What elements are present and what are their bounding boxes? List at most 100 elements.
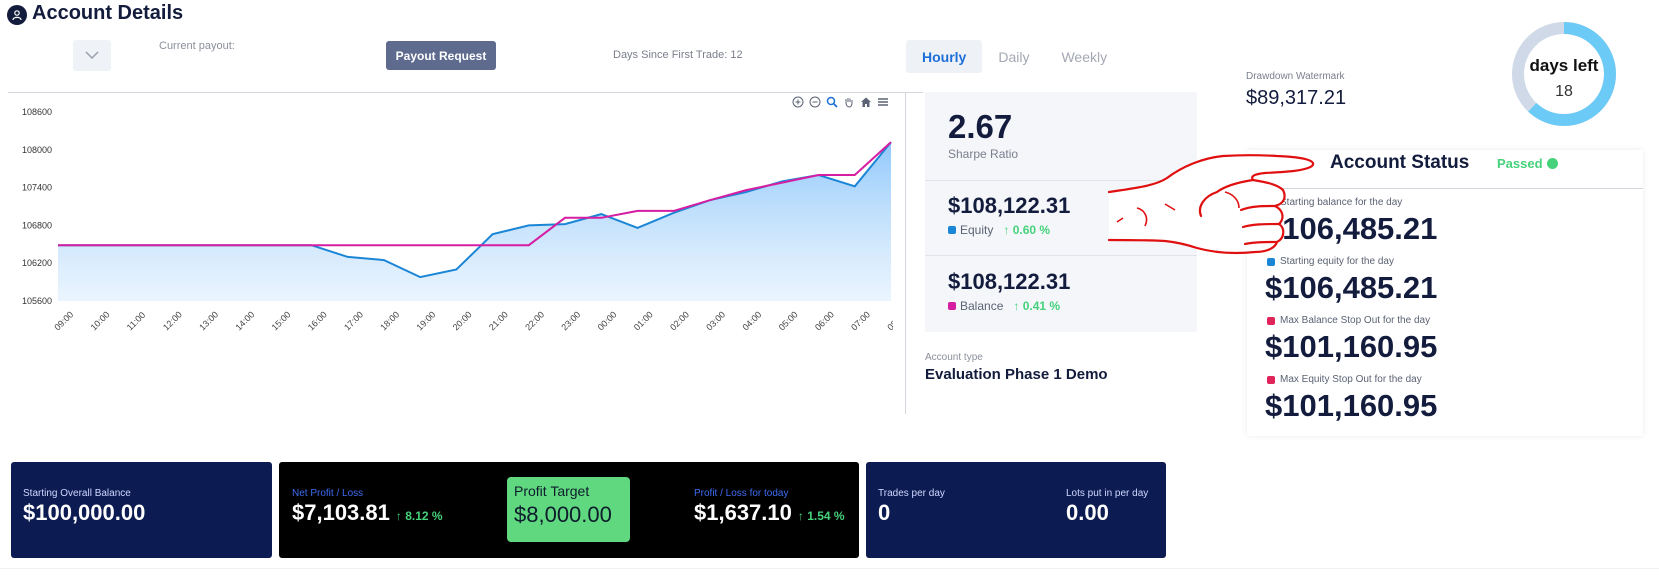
- x-tick-label: 23:00: [559, 309, 582, 332]
- pan-hand-icon[interactable]: [842, 95, 856, 109]
- stats-divider: [925, 180, 1197, 181]
- balance-pct: ↑ 0.41 %: [1013, 299, 1061, 313]
- days-left-donut: [1512, 22, 1616, 126]
- x-tick-label: 08:00: [885, 309, 893, 332]
- x-tick-label: 21:00: [487, 309, 510, 332]
- x-tick-label: 13:00: [197, 309, 220, 332]
- account-type-value: Evaluation Phase 1 Demo: [925, 366, 1108, 383]
- equity-value: $108,122.31: [948, 193, 1071, 218]
- profit-loss-today-pct: ↑ 1.54 %: [797, 509, 845, 523]
- y-tick-label: 106200: [22, 258, 52, 268]
- days-left-value: 18: [1555, 83, 1573, 100]
- net-profit-loss-label: Net Profit / Loss: [292, 488, 364, 499]
- balance-line: [58, 141, 892, 247]
- current-payout-label: Current payout:: [159, 40, 235, 52]
- x-tick-label: 12:00: [161, 309, 184, 332]
- max-balance-stop-out-dot: [1267, 316, 1275, 325]
- equity-label: Equity: [960, 223, 994, 237]
- zoom-out-icon[interactable]: [808, 95, 822, 109]
- trading-activity-card: Trades per day 0 Lots put in per day 0.0…: [866, 462, 1166, 558]
- chart-toolbar: [791, 95, 890, 109]
- tab-hourly[interactable]: Hourly: [906, 40, 983, 73]
- status-badge: Passed: [1497, 156, 1558, 171]
- y-tick-label: 108000: [22, 145, 52, 155]
- profit-target-value: $8,000.00: [514, 502, 612, 527]
- starting-overall-balance-value: $100,000.00: [23, 500, 146, 525]
- pointing-hand-icon: [1107, 154, 1315, 255]
- balance-dot: [948, 302, 956, 310]
- home-icon[interactable]: [859, 95, 873, 109]
- page-title: Account Details: [32, 2, 184, 24]
- net-profit-loss-group: $7,103.81 ↑ 8.12 %: [292, 500, 443, 526]
- x-tick-label: 19:00: [415, 309, 438, 332]
- net-profit-loss-pct: ↑ 8.12 %: [395, 509, 443, 523]
- starting-equity-value: $106,485.21: [1265, 270, 1438, 305]
- max-equity-stop-out-dot: [1267, 375, 1275, 384]
- balance-value: $108,122.31: [948, 269, 1071, 294]
- account-status-card: [1247, 150, 1643, 436]
- y-tick-label: 105600: [22, 296, 52, 306]
- x-tick-label: 02:00: [668, 309, 691, 332]
- balance-legend: Balance ↑ 0.41 %: [948, 299, 1060, 313]
- max-equity-stop-out-value: $101,160.95: [1265, 388, 1438, 423]
- x-tick-label: 07:00: [849, 309, 872, 332]
- equity-pct: ↑ 0.60 %: [1003, 223, 1051, 237]
- status-divider: [1247, 188, 1643, 189]
- timeframe-tabs: Hourly Daily Weekly: [906, 40, 1123, 73]
- max-balance-stop-out-value: $101,160.95: [1265, 329, 1438, 364]
- x-tick-label: 22:00: [523, 309, 546, 332]
- tab-daily[interactable]: Daily: [998, 48, 1030, 65]
- lots-per-day-label: Lots put in per day: [1066, 488, 1149, 499]
- x-tick-label: 11:00: [125, 310, 148, 333]
- menu-icon[interactable]: [876, 95, 890, 109]
- starting-overall-balance-label: Starting Overall Balance: [23, 488, 131, 499]
- status-dot-icon: [1546, 158, 1558, 169]
- x-tick-label: 10:00: [89, 309, 112, 332]
- stats-divider: [925, 255, 1197, 256]
- max-balance-stop-out-label-text: Max Balance Stop Out for the day: [1280, 315, 1431, 326]
- x-tick-label: 05:00: [777, 309, 800, 332]
- x-tick-label: 18:00: [378, 309, 401, 332]
- equity-balance-chart[interactable]: 108600 108000 107400 106800 106200 105600 09:…: [8, 92, 893, 344]
- starting-equity-label: Starting equity for the day: [1267, 256, 1394, 267]
- account-status-title: Account Status: [1330, 152, 1470, 173]
- profit-loss-today-value: $1,637.10: [694, 500, 792, 525]
- max-equity-stop-out-label: Max Equity Stop Out for the day: [1267, 374, 1422, 385]
- trades-per-day-label: Trades per day: [878, 488, 945, 499]
- x-tick-label: 17:00: [342, 309, 365, 332]
- payout-request-button[interactable]: Payout Request: [386, 41, 496, 70]
- chevron-down-icon: [85, 47, 99, 65]
- profit-loss-today-group: $1,637.10 ↑ 1.54 %: [694, 500, 845, 526]
- user-icon: [7, 5, 27, 25]
- drawdown-watermark-value: $89,317.21: [1246, 87, 1347, 109]
- y-tick-label: 107400: [22, 183, 52, 193]
- max-balance-stop-out-label: Max Balance Stop Out for the day: [1267, 315, 1430, 326]
- x-tick-label: 01:00: [632, 309, 655, 332]
- payout-dropdown[interactable]: [73, 40, 111, 71]
- zoom-in-icon[interactable]: [791, 95, 805, 109]
- net-profit-loss-value: $7,103.81: [292, 500, 390, 525]
- x-tick-label: 03:00: [704, 309, 727, 332]
- account-type-label: Account type: [925, 352, 983, 363]
- x-tick-label: 16:00: [306, 309, 329, 332]
- profit-target-label: Profit Target: [514, 483, 590, 499]
- x-tick-label: 09:00: [52, 309, 75, 332]
- zoom-select-icon[interactable]: [825, 95, 839, 109]
- tab-weekly[interactable]: Weekly: [1061, 48, 1108, 65]
- x-tick-label: 14:00: [233, 309, 256, 332]
- starting-equity-label-text: Starting equity for the day: [1280, 256, 1394, 267]
- starting-equity-dot: [1267, 257, 1275, 266]
- balance-label: Balance: [960, 299, 1004, 313]
- status-badge-text: Passed: [1497, 156, 1543, 171]
- days-since-first-trade: Days Since First Trade: 12: [613, 49, 743, 61]
- equity-legend: Equity ↑ 0.60 %: [948, 223, 1050, 237]
- sharpe-ratio-label: Sharpe Ratio: [948, 147, 1019, 161]
- equity-area: [58, 142, 891, 301]
- trades-per-day-value: 0: [878, 500, 891, 525]
- days-left-label: days left: [1529, 56, 1599, 75]
- chart-divider: [8, 92, 923, 93]
- x-tick-label: 04:00: [740, 309, 763, 332]
- max-equity-stop-out-label-text: Max Equity Stop Out for the day: [1280, 374, 1422, 385]
- footer-divider: [0, 568, 1659, 569]
- profit-target-box: Profit Target $8,000.00: [507, 477, 630, 542]
